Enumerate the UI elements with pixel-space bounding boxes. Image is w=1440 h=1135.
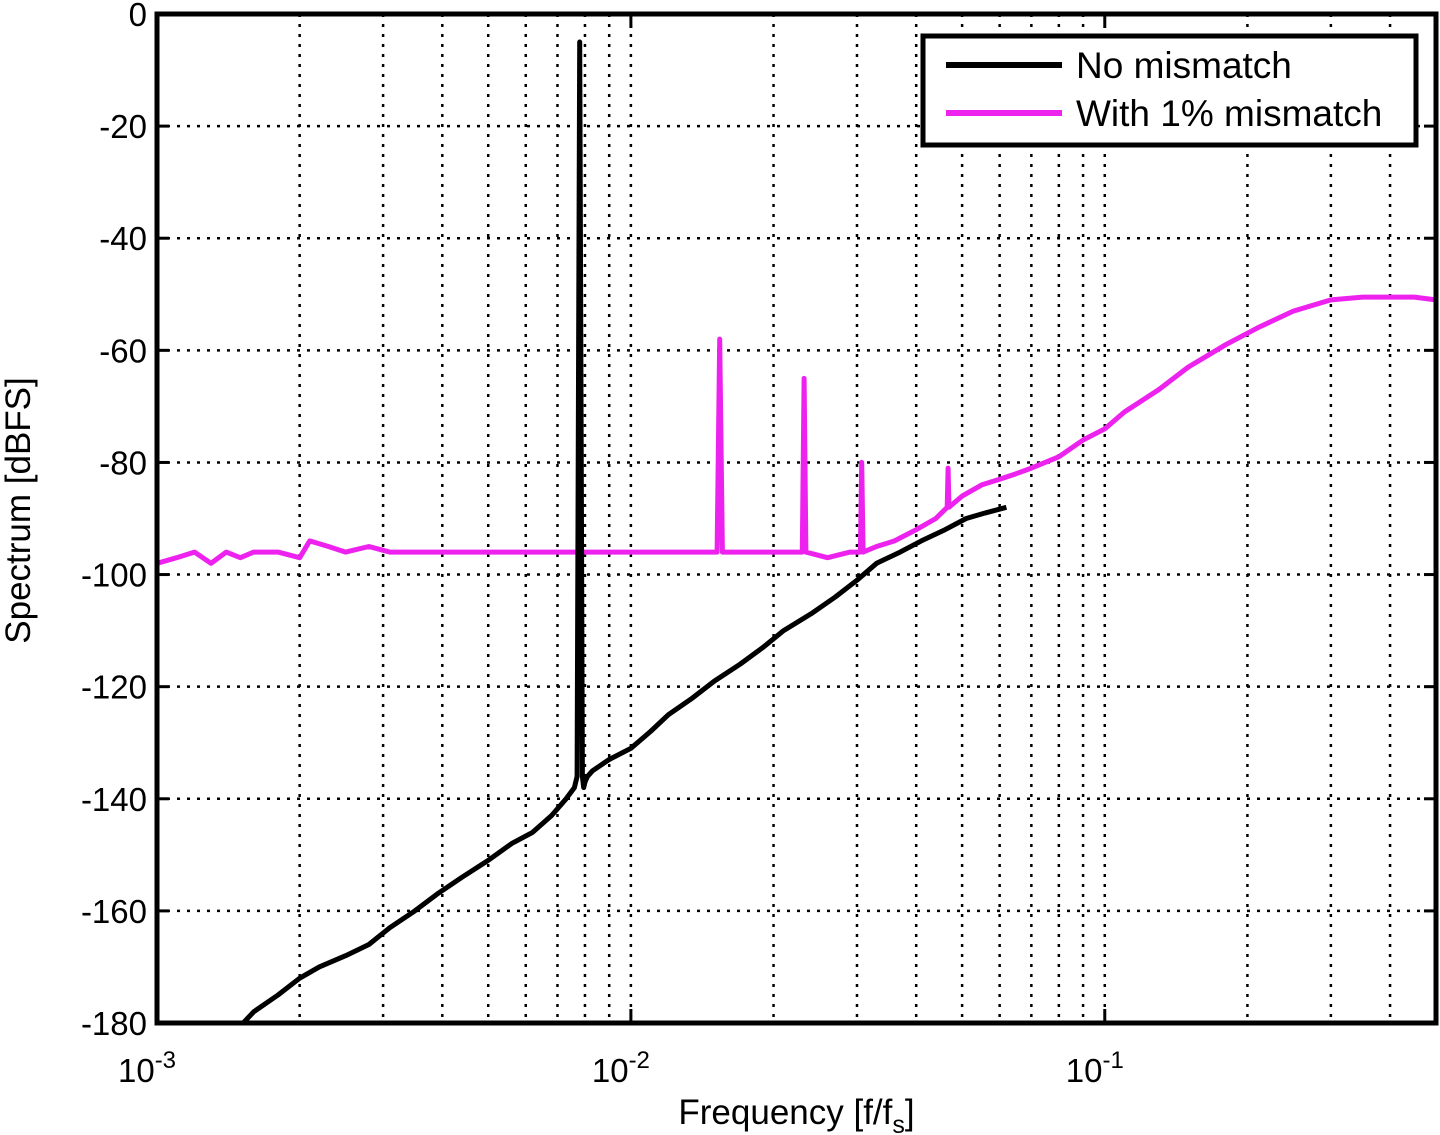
series-layer: [157, 39, 1436, 1023]
y-tick-label: -40: [99, 220, 147, 257]
x-axis-title-main: Frequency [f/f: [678, 1093, 892, 1132]
legend-box: [920, 33, 1419, 148]
series-line-0: [241, 39, 1008, 1023]
legend-label-no-mismatch: No mismatch: [1076, 45, 1292, 86]
y-axis-title: Spectrum [dBFS]: [0, 377, 38, 643]
x-tick-label: 10-2: [592, 1047, 650, 1089]
y-tick-label: -120: [81, 669, 147, 706]
y-tick-label: 0: [129, 0, 147, 33]
y-tick-label: -60: [99, 332, 147, 369]
legend-label-with-mismatch: With 1% mismatch: [1076, 93, 1382, 134]
x-tick-label: 10-1: [1066, 1047, 1124, 1089]
x-tick-label: 10-3: [118, 1047, 176, 1089]
x-axis-title-subscript: s: [892, 1111, 905, 1135]
series-line-1: [157, 294, 1436, 566]
y-tick-label: -80: [99, 444, 147, 481]
tick-labels: 0 -20 -40 -60 -80 -100 -120 -140 -160 -180 10-3 10-…: [81, 0, 1436, 1089]
y-tick-label: -140: [81, 781, 147, 818]
y-tick-label: -100: [81, 557, 147, 594]
y-tick-label: -180: [81, 1005, 147, 1042]
plot-area-frame: [154, 11, 1439, 1026]
legend: No mismatch With 1% mismatch: [920, 33, 1419, 148]
y-tick-label: -20: [99, 108, 147, 145]
x-axis-title-end: ]: [905, 1093, 915, 1132]
y-tick-label: -160: [81, 893, 147, 930]
x-axis-title: Frequency [f/fs]: [678, 1093, 914, 1135]
grid: [155, 12, 1438, 1025]
